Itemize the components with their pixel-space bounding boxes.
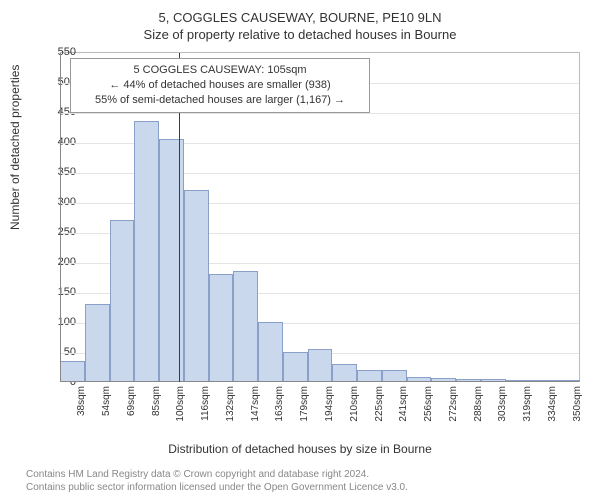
x-tick-label: 147sqm	[250, 386, 261, 422]
x-tick-label: 194sqm	[324, 386, 335, 422]
x-tick-label: 225sqm	[374, 386, 385, 422]
x-tick-label: 69sqm	[126, 386, 137, 416]
histogram-bar	[258, 322, 283, 382]
y-tick-label: 350	[36, 166, 76, 178]
x-tick-label: 303sqm	[497, 386, 508, 422]
x-tick-label: 350sqm	[572, 386, 583, 422]
x-tick-label: 179sqm	[299, 386, 310, 422]
y-tick-label: 150	[36, 286, 76, 298]
histogram-bar	[85, 304, 110, 382]
infobox-line3: 55% of semi-detached houses are larger (…	[79, 93, 361, 108]
x-tick-label: 319sqm	[522, 386, 533, 422]
x-tick-label: 100sqm	[175, 386, 186, 422]
y-tick-label: 50	[36, 346, 76, 358]
x-tick-label: 85sqm	[151, 386, 162, 416]
x-tick-label: 38sqm	[76, 386, 87, 416]
x-tick-label: 132sqm	[225, 386, 236, 422]
y-tick-label: 100	[36, 316, 76, 328]
x-tick-label: 116sqm	[200, 386, 211, 421]
histogram-bar	[308, 349, 333, 382]
footer: Contains HM Land Registry data © Crown c…	[26, 469, 408, 494]
info-box: 5 COGGLES CAUSEWAY: 105sqm ← 44% of deta…	[70, 58, 370, 113]
x-tick-label: 334sqm	[547, 386, 558, 422]
histogram-bar	[283, 352, 308, 382]
x-tick-label: 288sqm	[473, 386, 484, 422]
x-tick-label: 54sqm	[101, 386, 112, 416]
histogram-bar	[233, 271, 258, 382]
infobox-line1: 5 COGGLES CAUSEWAY: 105sqm	[79, 63, 361, 78]
gridline	[60, 113, 579, 114]
histogram-bar	[134, 121, 159, 382]
x-tick-label: 241sqm	[398, 386, 409, 422]
x-axis-label: Distribution of detached houses by size …	[0, 442, 600, 456]
infobox-line2: ← 44% of detached houses are smaller (93…	[79, 78, 361, 93]
x-tick-label: 256sqm	[423, 386, 434, 422]
y-tick-label: 250	[36, 226, 76, 238]
y-tick-label: 550	[36, 46, 76, 58]
y-tick-label: 300	[36, 196, 76, 208]
footer-line2: Contains public sector information licen…	[26, 482, 408, 495]
y-tick-label: 400	[36, 136, 76, 148]
y-tick-label: 200	[36, 256, 76, 268]
chart-title: 5, COGGLES CAUSEWAY, BOURNE, PE10 9LN	[0, 0, 600, 25]
x-tick-label: 272sqm	[448, 386, 459, 422]
chart-container: 5, COGGLES CAUSEWAY, BOURNE, PE10 9LN Si…	[0, 0, 600, 500]
histogram-bar	[60, 361, 85, 382]
histogram-bar	[184, 190, 209, 382]
x-axis-line	[60, 381, 579, 382]
chart-subtitle: Size of property relative to detached ho…	[0, 25, 600, 42]
histogram-bar	[332, 364, 357, 382]
x-tick-label: 210sqm	[349, 386, 360, 422]
y-axis-label: Number of detached properties	[8, 65, 22, 230]
histogram-bar	[209, 274, 234, 382]
y-axis-line	[60, 53, 61, 382]
x-tick-label: 163sqm	[274, 386, 285, 422]
histogram-bar	[110, 220, 135, 382]
footer-line1: Contains HM Land Registry data © Crown c…	[26, 469, 408, 482]
